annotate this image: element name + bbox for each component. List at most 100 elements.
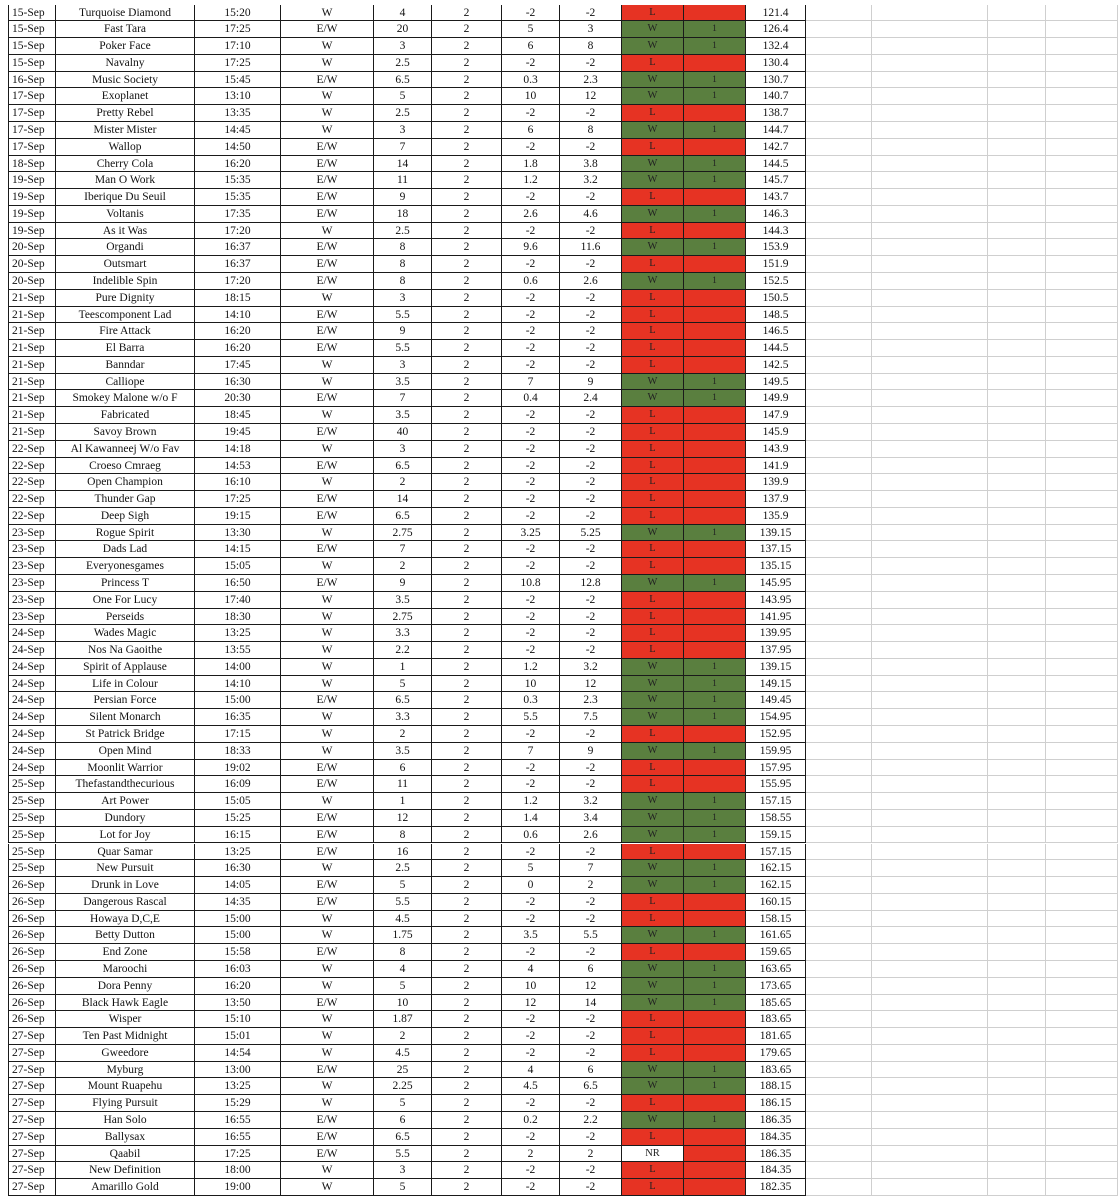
empty-cell[interactable] xyxy=(988,1145,1046,1163)
time-cell[interactable]: 16:55 xyxy=(195,1111,281,1129)
empty-cell[interactable] xyxy=(988,424,1046,441)
empty-cell[interactable] xyxy=(1046,742,1118,760)
empty-cell[interactable] xyxy=(988,944,1046,961)
empty-cell[interactable] xyxy=(872,759,988,777)
horse-name-cell[interactable]: Teescomponent Lad xyxy=(56,306,195,324)
horse-name-cell[interactable]: Open Champion xyxy=(56,474,195,492)
stake-cell[interactable]: 2 xyxy=(432,826,502,844)
empty-cell[interactable] xyxy=(872,424,988,441)
empty-cell[interactable] xyxy=(806,558,872,575)
empty-cell[interactable] xyxy=(1046,591,1118,609)
stake-cell[interactable]: 2 xyxy=(432,289,502,307)
empty-cell[interactable] xyxy=(872,272,988,290)
bet-type-cell[interactable]: W xyxy=(281,726,374,743)
result-cell[interactable]: W xyxy=(622,1061,684,1079)
stake-cell[interactable]: 2 xyxy=(432,642,502,659)
bet-type-cell[interactable]: W xyxy=(281,793,374,810)
odds-cell[interactable]: 14 xyxy=(374,491,432,508)
bet-type-cell[interactable]: E/W xyxy=(281,826,374,844)
running-total-cell[interactable]: 130.7 xyxy=(746,71,806,89)
profit-cell[interactable]: -2 xyxy=(502,424,560,441)
date-cell[interactable]: 19-Sep xyxy=(8,205,56,223)
time-cell[interactable]: 15:00 xyxy=(195,927,281,945)
result-cell[interactable]: L xyxy=(622,1028,684,1045)
return-cell[interactable]: -2 xyxy=(560,759,622,777)
profit-cell[interactable]: 0.3 xyxy=(502,692,560,710)
empty-cell[interactable] xyxy=(988,1095,1046,1112)
horse-name-cell[interactable]: Wisper xyxy=(56,1011,195,1029)
return-cell[interactable]: 14 xyxy=(560,994,622,1012)
running-total-cell[interactable]: 139.9 xyxy=(746,474,806,492)
empty-cell[interactable] xyxy=(872,1011,988,1029)
empty-cell[interactable] xyxy=(1046,809,1118,827)
bet-type-cell[interactable]: W xyxy=(281,1095,374,1112)
win-count-cell[interactable] xyxy=(684,541,746,559)
win-count-cell[interactable] xyxy=(684,910,746,928)
odds-cell[interactable]: 25 xyxy=(374,1061,432,1079)
result-cell[interactable]: L xyxy=(622,356,684,374)
horse-name-cell[interactable]: Dangerous Rascal xyxy=(56,893,195,911)
return-cell[interactable]: 3.8 xyxy=(560,155,622,173)
profit-cell[interactable]: -2 xyxy=(502,726,560,743)
empty-cell[interactable] xyxy=(988,121,1046,139)
stake-cell[interactable]: 2 xyxy=(432,1044,502,1062)
horse-name-cell[interactable]: Turquoise Diamond xyxy=(56,4,195,22)
profit-cell[interactable]: -2 xyxy=(502,440,560,458)
empty-cell[interactable] xyxy=(872,1028,988,1045)
empty-cell[interactable] xyxy=(988,977,1046,995)
empty-cell[interactable] xyxy=(806,474,872,492)
date-cell[interactable]: 23-Sep xyxy=(8,558,56,575)
profit-cell[interactable]: 0 xyxy=(502,877,560,894)
win-count-cell[interactable]: 1 xyxy=(684,373,746,391)
date-cell[interactable]: 23-Sep xyxy=(8,541,56,559)
profit-cell[interactable]: 0.6 xyxy=(502,272,560,290)
horse-name-cell[interactable]: Outsmart xyxy=(56,256,195,273)
running-total-cell[interactable]: 159.15 xyxy=(746,826,806,844)
stake-cell[interactable]: 2 xyxy=(432,4,502,22)
empty-cell[interactable] xyxy=(872,742,988,760)
profit-cell[interactable]: -2 xyxy=(502,1179,560,1196)
horse-name-cell[interactable]: Deep Sigh xyxy=(56,507,195,525)
result-cell[interactable]: L xyxy=(622,474,684,492)
empty-cell[interactable] xyxy=(988,591,1046,609)
empty-cell[interactable] xyxy=(872,4,988,22)
profit-cell[interactable]: 4.5 xyxy=(502,1078,560,1096)
return-cell[interactable]: -2 xyxy=(560,1179,622,1196)
odds-cell[interactable]: 6.5 xyxy=(374,457,432,475)
empty-cell[interactable] xyxy=(1046,843,1118,861)
return-cell[interactable]: 8 xyxy=(560,121,622,139)
running-total-cell[interactable]: 183.65 xyxy=(746,1011,806,1029)
profit-cell[interactable]: -2 xyxy=(502,356,560,374)
time-cell[interactable]: 15:20 xyxy=(195,4,281,22)
bet-type-cell[interactable]: W xyxy=(281,440,374,458)
profit-cell[interactable]: 10.8 xyxy=(502,575,560,592)
bet-type-cell[interactable]: E/W xyxy=(281,457,374,475)
result-cell[interactable]: W xyxy=(622,88,684,106)
empty-cell[interactable] xyxy=(988,541,1046,559)
empty-cell[interactable] xyxy=(988,826,1046,844)
empty-cell[interactable] xyxy=(1046,54,1118,72)
date-cell[interactable]: 21-Sep xyxy=(8,340,56,357)
time-cell[interactable]: 17:20 xyxy=(195,272,281,290)
odds-cell[interactable]: 2.75 xyxy=(374,524,432,542)
win-count-cell[interactable] xyxy=(684,843,746,861)
time-cell[interactable]: 16:20 xyxy=(195,155,281,173)
odds-cell[interactable]: 9 xyxy=(374,575,432,592)
empty-cell[interactable] xyxy=(806,105,872,122)
stake-cell[interactable]: 2 xyxy=(432,960,502,978)
bet-type-cell[interactable]: W xyxy=(281,910,374,928)
empty-cell[interactable] xyxy=(1046,457,1118,475)
result-cell[interactable]: L xyxy=(622,222,684,240)
empty-cell[interactable] xyxy=(872,222,988,240)
stake-cell[interactable]: 2 xyxy=(432,491,502,508)
empty-cell[interactable] xyxy=(806,457,872,475)
running-total-cell[interactable]: 142.7 xyxy=(746,138,806,156)
win-count-cell[interactable]: 1 xyxy=(684,692,746,710)
bet-type-cell[interactable]: W xyxy=(281,742,374,760)
win-count-cell[interactable] xyxy=(684,1162,746,1180)
time-cell[interactable]: 13:35 xyxy=(195,105,281,122)
bet-type-cell[interactable]: E/W xyxy=(281,272,374,290)
empty-cell[interactable] xyxy=(1046,323,1118,341)
running-total-cell[interactable]: 163.65 xyxy=(746,960,806,978)
time-cell[interactable]: 13:10 xyxy=(195,88,281,106)
